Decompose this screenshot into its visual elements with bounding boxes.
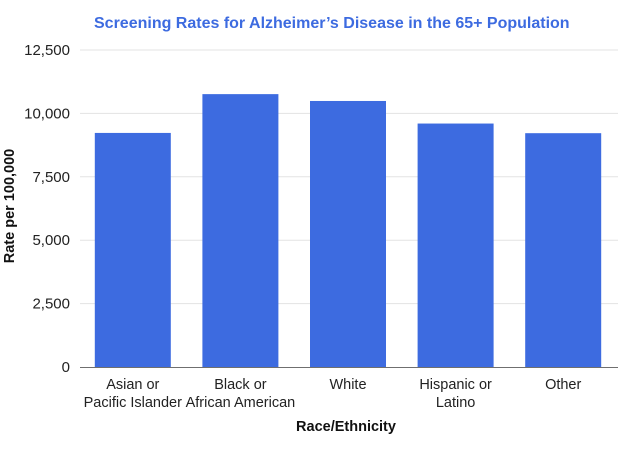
bar xyxy=(202,94,279,367)
y-tick-label: 12,500 xyxy=(24,42,70,59)
x-tick-label: Black or African American xyxy=(186,377,296,411)
y-tick-label: 7,500 xyxy=(32,169,70,186)
bar xyxy=(417,123,494,367)
bar xyxy=(310,100,386,367)
y-axis-title: Rate per 100,000 xyxy=(2,149,18,263)
x-tick-label: White xyxy=(329,377,366,393)
y-tick-label: 2,500 xyxy=(32,296,70,313)
y-tick-label: 5,000 xyxy=(32,232,70,249)
x-tick-label: Other xyxy=(545,377,581,393)
bars xyxy=(94,94,602,367)
x-tick-label: Hispanic or Latino xyxy=(419,377,492,411)
x-axis-title: Race/Ethnicity xyxy=(296,419,396,435)
x-tick-label: Asian or Pacific Islander xyxy=(84,377,182,411)
chart-title: Screening Rates for Alzheimer’s Disease … xyxy=(94,15,570,32)
bar xyxy=(94,132,171,367)
y-tick-label: 10,000 xyxy=(24,105,70,122)
y-axis-ticks: 0 2,500 5,000 7,500 10,000 12,500 xyxy=(24,42,70,376)
bar xyxy=(525,133,602,367)
y-tick-label: 0 xyxy=(62,359,70,376)
